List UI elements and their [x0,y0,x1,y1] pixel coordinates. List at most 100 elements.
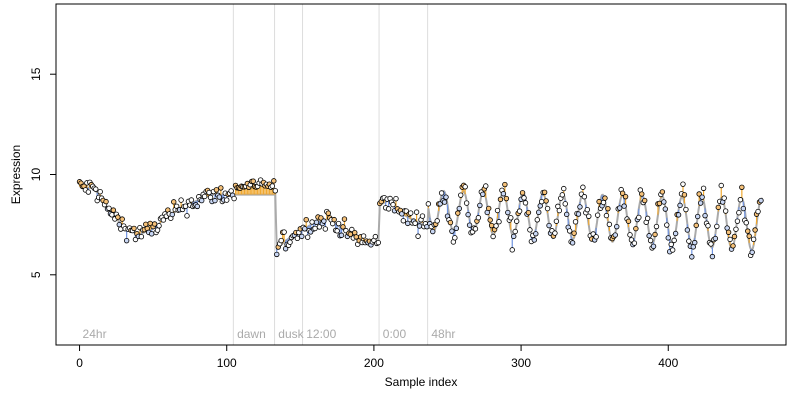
data-point [269,183,276,189]
data-point [569,240,576,246]
data-point [531,237,538,243]
data-point [322,226,329,232]
data-point [194,203,200,210]
data-point [505,209,511,216]
data-point [652,231,658,238]
data-point [303,216,309,223]
data-point [694,213,701,220]
data-point [627,232,633,238]
data-point [477,202,483,209]
data-point [733,226,739,232]
data-point [375,239,382,246]
data-point [334,228,340,234]
plot-frame [55,3,787,346]
data-point [659,189,666,195]
data-point [749,249,755,255]
data-point [712,235,719,242]
data-point [123,237,130,244]
data-point [341,216,348,222]
data-point [224,197,230,203]
y-axis: 5 10 15 [29,67,57,278]
data-point [188,197,195,203]
data-point [109,212,115,218]
data-point [169,211,175,218]
data-point [758,197,764,204]
data-point [438,190,445,196]
data-point [642,197,648,204]
data-point [271,178,277,184]
data-point [274,251,280,258]
data-point [452,235,458,241]
data-point [602,195,608,201]
data-point [519,190,526,196]
data-point [725,229,732,235]
data-point [390,201,396,208]
data-point [419,213,426,219]
data-point [721,195,727,201]
data-point [119,216,125,222]
data-point [405,220,411,227]
segment-label: dusk [278,327,304,341]
data-point [575,211,582,217]
data-point [580,184,586,190]
data-point [148,231,155,237]
data-point [527,227,533,233]
data-point [425,201,432,207]
data-point [572,219,579,225]
data-point [313,219,320,225]
data-point [115,214,121,220]
data-point [644,215,651,222]
data-point [512,228,518,235]
data-point [755,208,761,215]
data-point [605,205,611,212]
data-point [680,181,686,187]
data-point [393,195,399,202]
data-point [309,219,315,225]
data-point [708,241,714,247]
data-point [521,195,527,201]
data-point [472,226,479,232]
data-point [430,228,436,235]
data-point [212,197,218,204]
data-point [413,209,420,215]
data-point [664,222,670,228]
data-point [449,228,455,234]
data-point [746,233,752,239]
segment-label: 0:00 [383,327,407,341]
data-point [561,185,567,192]
data-point [603,212,610,219]
data-point [700,185,707,191]
data-point [612,232,618,238]
data-point [281,229,287,235]
data-point [103,198,109,205]
data-point [681,192,688,198]
data-point [511,233,517,240]
data-point [453,225,460,232]
data-point [483,183,489,189]
data-point [702,212,708,219]
data-point [705,223,711,229]
data-point [502,181,508,188]
data-point [475,215,482,221]
data-point [696,191,702,197]
data-point [294,235,301,242]
data-point [116,221,122,228]
segment-label: 24hr [83,327,107,341]
data-point [509,247,515,253]
data-point [138,234,145,240]
data-point [740,205,747,212]
data-point [722,208,729,214]
data-point [434,218,440,224]
data-point [321,218,327,224]
data-point [182,203,189,209]
segment-label: 48hr [431,327,455,341]
data-point [639,191,645,197]
data-point [697,200,704,206]
data-point [110,207,117,213]
data-point [677,202,683,209]
data-point [272,188,278,194]
data-point [325,210,331,216]
x-tick-label: 300 [511,356,531,370]
data-point [400,218,407,224]
data-point [743,220,749,226]
